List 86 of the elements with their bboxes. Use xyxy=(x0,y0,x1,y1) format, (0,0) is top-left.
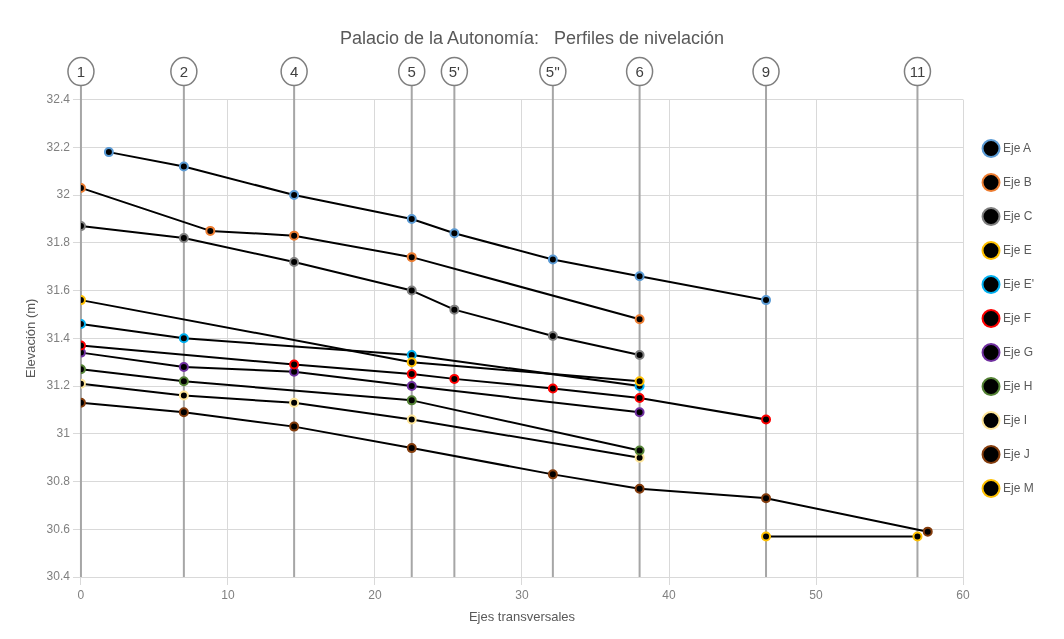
x-tick-label: 60 xyxy=(956,587,971,602)
point xyxy=(406,381,417,392)
x-tick-label: 40 xyxy=(662,587,676,602)
point xyxy=(205,225,216,236)
x-tick-label: 20 xyxy=(368,587,382,602)
x-tick-label: 0 xyxy=(77,587,85,602)
point xyxy=(406,285,417,296)
point xyxy=(634,483,645,494)
point xyxy=(103,147,114,158)
text: 2 xyxy=(179,62,189,80)
legend-label: Eje G xyxy=(1003,344,1034,359)
point xyxy=(547,330,558,341)
point xyxy=(289,421,300,432)
point xyxy=(178,407,189,418)
point xyxy=(406,213,417,224)
point xyxy=(406,357,417,368)
chart-title: Palacio de la Autonomía: Perfiles de nivelación xyxy=(339,27,725,48)
y-tick-label: 30.8 xyxy=(46,473,71,488)
text: 4 xyxy=(289,62,299,80)
y-tick-label: 30.6 xyxy=(46,521,71,536)
legend-label: Eje J xyxy=(1003,446,1030,461)
point xyxy=(634,271,645,282)
point xyxy=(547,469,558,480)
point xyxy=(289,230,300,241)
y-tick-label: 31.2 xyxy=(46,378,71,393)
point xyxy=(634,392,645,403)
point xyxy=(634,407,645,418)
point xyxy=(289,397,300,408)
point xyxy=(406,369,417,380)
y-tick-label: 31.4 xyxy=(46,330,71,345)
y-tick-label: 31 xyxy=(56,426,71,441)
point xyxy=(634,314,645,325)
text: 5 xyxy=(407,62,416,80)
legend-label: Eje E xyxy=(1003,242,1032,257)
point xyxy=(406,252,417,263)
x-tick-label: 50 xyxy=(809,587,824,602)
point xyxy=(178,361,189,372)
point xyxy=(178,333,189,344)
text: 11 xyxy=(909,62,926,80)
y-axis-title: Elevación (m) xyxy=(23,298,39,379)
point xyxy=(406,443,417,454)
point xyxy=(547,254,558,265)
point xyxy=(406,395,417,406)
point xyxy=(178,390,189,401)
y-tick-label: 32 xyxy=(56,187,71,202)
y-tick-label: 30.4 xyxy=(46,569,71,584)
point xyxy=(922,526,933,537)
text: 5'' xyxy=(545,62,561,80)
point xyxy=(178,233,189,244)
x-axis-title: Ejes transversales xyxy=(468,608,576,624)
y-tick-label: 32.2 xyxy=(46,139,71,154)
point xyxy=(547,383,558,394)
point xyxy=(634,445,645,456)
legend-label: Eje E' xyxy=(1003,276,1035,291)
text: 1 xyxy=(76,62,86,80)
legend-label: Eje I xyxy=(1003,412,1028,427)
y-tick-label: 31.8 xyxy=(46,235,71,250)
point xyxy=(289,190,300,201)
point xyxy=(761,531,772,542)
point xyxy=(634,376,645,387)
text: 5' xyxy=(448,62,461,80)
point xyxy=(289,256,300,267)
point xyxy=(406,414,417,425)
point xyxy=(449,373,460,384)
point xyxy=(912,531,923,542)
y-tick-label: 31.6 xyxy=(46,282,71,297)
legend-label: Eje F xyxy=(1003,310,1032,325)
point xyxy=(178,376,189,387)
x-tick-label: 10 xyxy=(221,587,235,602)
point xyxy=(289,359,300,370)
text: 9 xyxy=(761,62,771,80)
text: 6 xyxy=(635,62,644,80)
point xyxy=(761,414,772,425)
point xyxy=(761,295,772,306)
point xyxy=(761,493,772,504)
point xyxy=(449,304,460,315)
point xyxy=(634,350,645,361)
legend-label: Eje C xyxy=(1003,208,1033,223)
x-tick-label: 30 xyxy=(515,587,529,602)
legend-label: Eje A xyxy=(1003,140,1032,155)
point xyxy=(178,161,189,172)
legend-label: Eje H xyxy=(1003,378,1033,393)
point xyxy=(449,228,460,239)
legend-label: Eje M xyxy=(1003,480,1034,495)
legend-label: Eje B xyxy=(1003,174,1032,189)
y-tick-label: 32.4 xyxy=(46,91,71,106)
